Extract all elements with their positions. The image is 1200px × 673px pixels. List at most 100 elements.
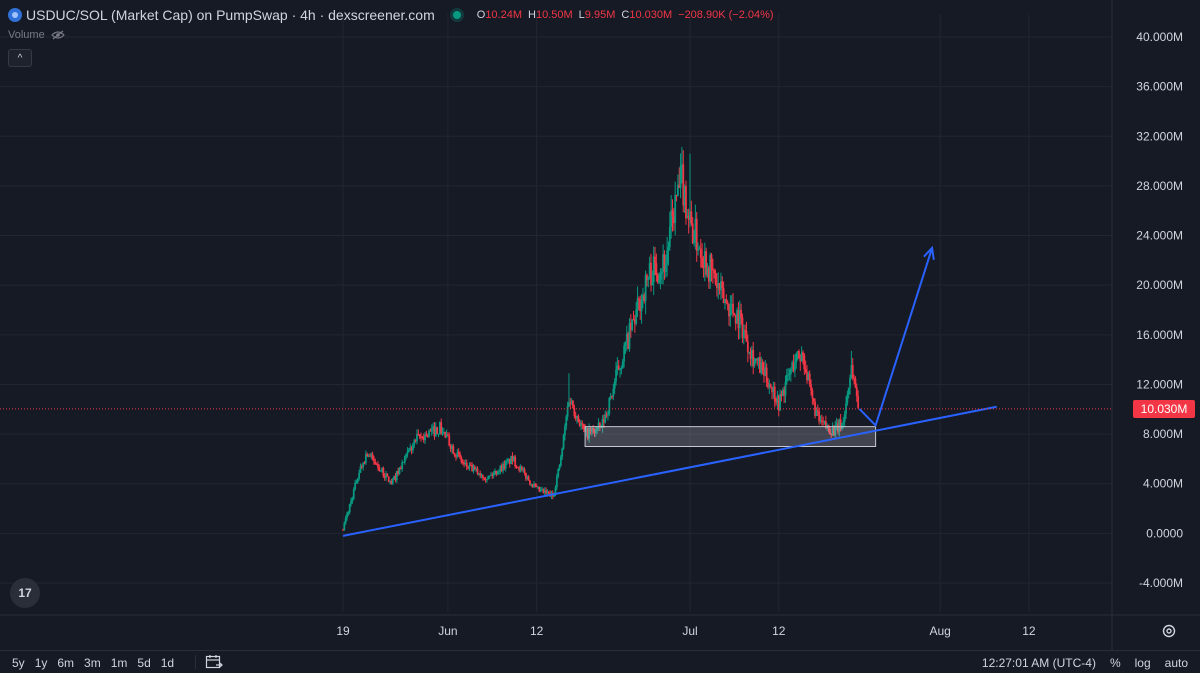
market-status-dot-icon	[452, 11, 461, 19]
chart-canvas[interactable]: 40.000M 36.000M 32.000M 28.000M 24.000M 20.00…	[0, 0, 1200, 650]
candle-body	[652, 256, 655, 283]
candle-body	[784, 382, 787, 396]
candle-body	[543, 490, 546, 493]
candle-body	[350, 500, 352, 504]
candle-body	[570, 400, 573, 403]
calendar-goto-icon[interactable]	[205, 654, 223, 670]
candle-body	[757, 357, 760, 361]
candle-body	[676, 184, 679, 196]
candle-body	[694, 218, 697, 241]
candle-body	[613, 381, 616, 389]
candle-body	[710, 254, 713, 269]
time-tick-label: Aug	[929, 624, 950, 638]
candle-body	[705, 251, 708, 275]
candle-body	[363, 462, 366, 464]
range-5y-button[interactable]: 5y	[12, 656, 25, 670]
candle-body	[728, 303, 730, 317]
candle-body	[456, 452, 459, 457]
range-5d-button[interactable]: 5d	[137, 656, 151, 670]
candle-body	[554, 487, 557, 494]
auto-scale-toggle[interactable]: auto	[1164, 656, 1188, 670]
candle-body	[685, 186, 687, 219]
candle-body	[557, 468, 560, 477]
candle-body	[738, 309, 741, 329]
range-1y-button[interactable]: 1y	[34, 656, 48, 670]
candle-body	[535, 486, 538, 488]
candle-body	[479, 473, 482, 476]
candle-body	[502, 463, 504, 471]
range-1d-button[interactable]: 1d	[160, 656, 175, 670]
candle-body	[577, 416, 580, 422]
candle-body	[487, 476, 490, 480]
range-6m-button[interactable]: 6m	[57, 656, 75, 670]
candle-body	[846, 394, 849, 404]
gear-icon[interactable]	[1161, 623, 1177, 639]
tradingview-logo[interactable]: 17	[10, 578, 40, 608]
candle-body	[393, 475, 396, 479]
candle-body	[621, 361, 624, 368]
candle-body	[800, 352, 803, 362]
candle-body	[498, 471, 500, 473]
candle-body	[798, 351, 800, 359]
candle-body	[802, 352, 804, 356]
candle-body	[799, 358, 802, 362]
candle-body	[389, 481, 391, 483]
candle-body	[507, 458, 510, 461]
candle-body	[414, 440, 417, 442]
candle-body	[582, 424, 585, 429]
candle-body	[432, 426, 435, 429]
candle-body	[736, 310, 738, 324]
candle-body	[565, 416, 568, 427]
candle-body	[519, 466, 522, 471]
candle-body	[468, 464, 471, 469]
candle-body	[401, 462, 404, 470]
symbol-title[interactable]: USDUC/SOL (Market Cap) on PumpSwap · 4h …	[26, 7, 435, 23]
clock-timezone[interactable]: 12:27:01 AM (UTC-4)	[981, 656, 1096, 670]
candle-body	[590, 428, 593, 432]
candle-body	[506, 460, 508, 462]
candle-body	[491, 474, 494, 476]
candle-body	[418, 434, 421, 437]
price-tick-label: 20.000M	[1136, 278, 1183, 292]
candle-body	[558, 465, 561, 469]
candle-body	[399, 467, 402, 470]
log-scale-toggle[interactable]: log	[1134, 656, 1151, 670]
time-tick-label: 12	[530, 624, 544, 638]
candle-body	[654, 256, 656, 264]
candle-body	[668, 226, 671, 248]
candle-body	[566, 406, 569, 417]
collapse-legend-button[interactable]: ^	[8, 49, 32, 67]
candle-body	[656, 274, 659, 283]
eye-hidden-icon[interactable]	[50, 30, 65, 40]
range-3m-button[interactable]: 3m	[84, 656, 101, 670]
candle-body	[746, 341, 749, 353]
volume-legend[interactable]: Volume	[8, 29, 65, 41]
candle-body	[495, 470, 498, 475]
candle-body	[460, 457, 463, 462]
candle-body	[756, 358, 759, 361]
projection-arrow-path	[858, 247, 934, 428]
price-tick-label: 28.000M	[1136, 179, 1183, 193]
candle-body	[429, 430, 432, 432]
candle-body	[488, 475, 491, 477]
candle-body	[721, 281, 724, 289]
candle-body	[847, 387, 850, 395]
symbol-legend: USDUC/SOL (Market Cap) on PumpSwap · 4h …	[8, 5, 774, 25]
candle-body	[837, 423, 839, 432]
range-1m-button[interactable]: 1m	[110, 656, 128, 670]
candle-body	[508, 458, 511, 464]
candle-body	[351, 498, 354, 501]
candle-body	[714, 273, 717, 284]
candle-body	[734, 314, 737, 324]
candle-body	[406, 451, 409, 454]
candle-body	[820, 420, 823, 422]
bottom-toolbar: 5y 1y 6m 3m 1m 5d 1d 12:27:01 AM (UTC-4)…	[0, 650, 1200, 673]
candle-body	[504, 461, 507, 469]
candle-body	[806, 372, 808, 381]
candle-body	[640, 299, 643, 312]
candle-body	[473, 466, 476, 470]
percent-scale-toggle[interactable]: %	[1109, 656, 1121, 670]
candle-body	[394, 475, 397, 481]
candle-body	[753, 360, 756, 366]
